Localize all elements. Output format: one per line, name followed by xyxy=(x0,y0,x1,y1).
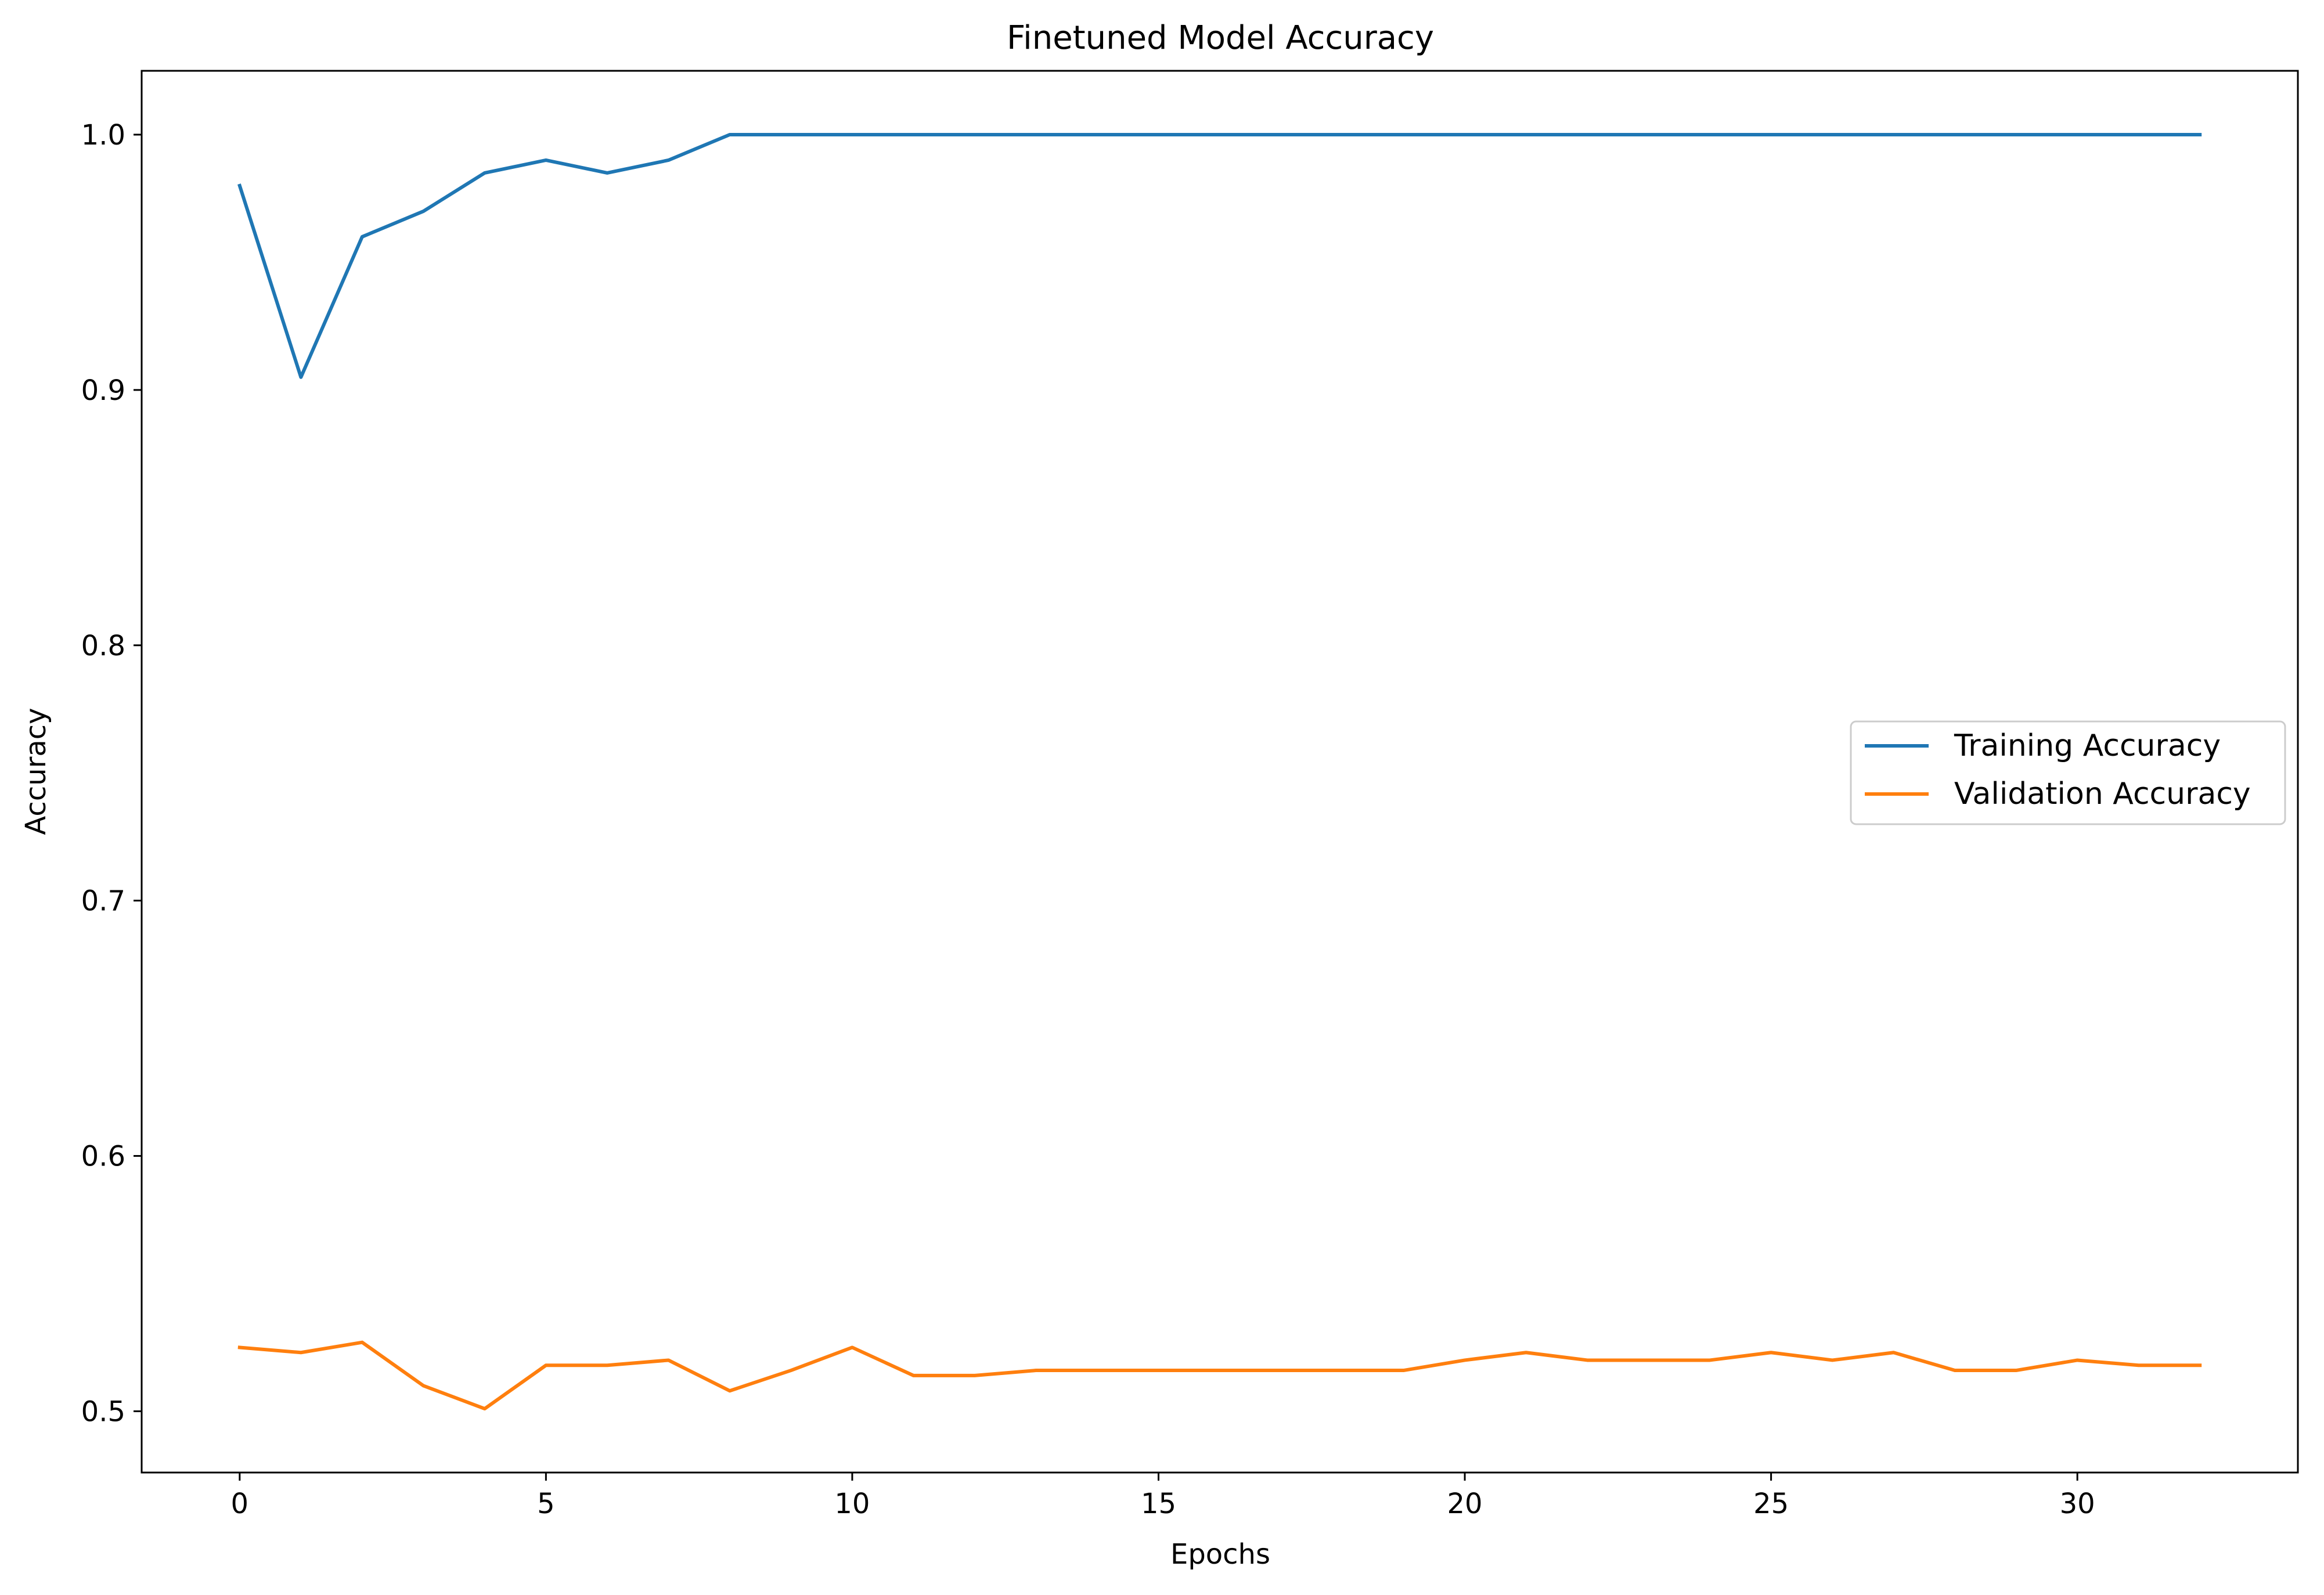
x-axis-label: Epochs xyxy=(1170,1538,1270,1571)
data-point-training xyxy=(238,184,242,187)
data-point-training xyxy=(1280,133,1283,136)
data-point-training xyxy=(1034,133,1037,136)
data-point-training xyxy=(483,171,487,175)
series-line-training xyxy=(237,132,2202,379)
data-point-training xyxy=(1402,133,1406,136)
data-point-training xyxy=(1341,133,1344,136)
data-point-training xyxy=(1156,133,1160,136)
data-point-training xyxy=(911,133,915,136)
legend-label-training: Training Accuracy xyxy=(1954,728,2221,763)
data-point-training xyxy=(1831,133,1834,136)
data-point-training xyxy=(1892,133,1896,136)
data-point-training xyxy=(1525,133,1528,136)
y-tick-label: 0.8 xyxy=(81,630,125,662)
data-point-training xyxy=(361,235,364,239)
data-point-validation xyxy=(1708,1358,1712,1362)
data-point-training xyxy=(1463,133,1467,136)
x-tick-label: 25 xyxy=(1753,1488,1789,1520)
data-point-validation xyxy=(1586,1358,1589,1362)
data-point-validation xyxy=(1770,1351,1773,1354)
data-point-validation xyxy=(2015,1369,2018,1372)
data-point-validation xyxy=(789,1369,792,1372)
x-tick-label: 10 xyxy=(834,1488,870,1520)
data-point-validation xyxy=(483,1407,487,1410)
data-point-training xyxy=(728,133,732,136)
data-point-validation xyxy=(238,1345,242,1349)
data-point-validation xyxy=(361,1341,364,1344)
data-point-validation xyxy=(2137,1363,2141,1367)
x-tick-label: 5 xyxy=(537,1488,555,1520)
data-point-validation xyxy=(1831,1358,1834,1362)
data-point-validation xyxy=(911,1374,915,1377)
y-tick-label: 0.9 xyxy=(81,374,125,407)
data-point-validation xyxy=(973,1374,977,1377)
data-point-validation xyxy=(666,1358,670,1362)
data-point-validation xyxy=(2198,1363,2202,1367)
y-axis-ticks: 0.5 0.6 0.7 0.8 0.9 1.0 xyxy=(81,119,142,1428)
data-point-validation xyxy=(421,1384,425,1387)
y-tick-label: 0.5 xyxy=(81,1395,125,1428)
data-point-training xyxy=(789,133,792,136)
data-point-training xyxy=(2076,133,2079,136)
data-point-training xyxy=(851,133,854,136)
x-tick-label: 30 xyxy=(2060,1488,2095,1520)
data-point-training xyxy=(421,210,425,213)
x-axis-ticks: 0 5 10 15 20 25 30 xyxy=(231,1473,2095,1520)
data-point-validation xyxy=(1096,1369,1099,1372)
data-point-validation xyxy=(1953,1369,1957,1372)
data-point-validation xyxy=(728,1389,732,1392)
data-point-validation xyxy=(1402,1369,1406,1372)
data-point-training xyxy=(1647,133,1651,136)
data-point-validation xyxy=(1156,1369,1160,1372)
data-point-validation xyxy=(2076,1358,2079,1362)
data-point-validation xyxy=(544,1363,547,1367)
data-point-validation xyxy=(299,1351,302,1354)
data-point-validation xyxy=(1463,1358,1467,1362)
data-point-training xyxy=(2198,133,2202,136)
legend: Training Accuracy Validation Accuracy xyxy=(1850,720,2286,825)
data-point-validation xyxy=(1218,1369,1222,1372)
data-point-validation xyxy=(1280,1369,1283,1372)
axes-frame xyxy=(140,70,2299,1474)
data-point-training xyxy=(606,171,609,175)
data-point-training xyxy=(544,158,547,162)
data-point-training xyxy=(1953,133,1957,136)
data-point-training xyxy=(2137,133,2141,136)
y-tick-label: 1.0 xyxy=(81,119,125,151)
data-point-training xyxy=(973,133,977,136)
y-tick-label: 0.7 xyxy=(81,885,125,918)
y-axis-label: Accuracy xyxy=(20,708,52,835)
data-point-training xyxy=(1708,133,1712,136)
data-point-validation xyxy=(851,1345,854,1349)
data-point-validation xyxy=(1892,1351,1896,1354)
y-tick-label: 0.6 xyxy=(81,1141,125,1173)
data-point-training xyxy=(2015,133,2018,136)
data-point-training xyxy=(666,158,670,162)
data-point-validation xyxy=(1647,1358,1651,1362)
data-point-validation xyxy=(606,1363,609,1367)
data-point-validation xyxy=(1525,1351,1528,1354)
data-point-training xyxy=(299,376,302,379)
plot-area xyxy=(140,70,2299,1474)
data-point-validation xyxy=(1034,1369,1037,1372)
series-layer xyxy=(237,132,2202,1411)
data-point-validation xyxy=(1341,1369,1344,1372)
legend-label-validation: Validation Accuracy xyxy=(1954,777,2251,811)
data-point-training xyxy=(1096,133,1099,136)
data-point-training xyxy=(1586,133,1589,136)
data-point-training xyxy=(1218,133,1222,136)
x-tick-label: 15 xyxy=(1141,1488,1176,1520)
x-tick-label: 20 xyxy=(1447,1488,1483,1520)
x-tick-label: 0 xyxy=(231,1488,249,1520)
series-line-validation xyxy=(237,1340,2202,1411)
chart-title: Finetuned Model Accuracy xyxy=(1007,19,1434,57)
data-point-training xyxy=(1770,133,1773,136)
legend-box xyxy=(1850,720,2286,825)
